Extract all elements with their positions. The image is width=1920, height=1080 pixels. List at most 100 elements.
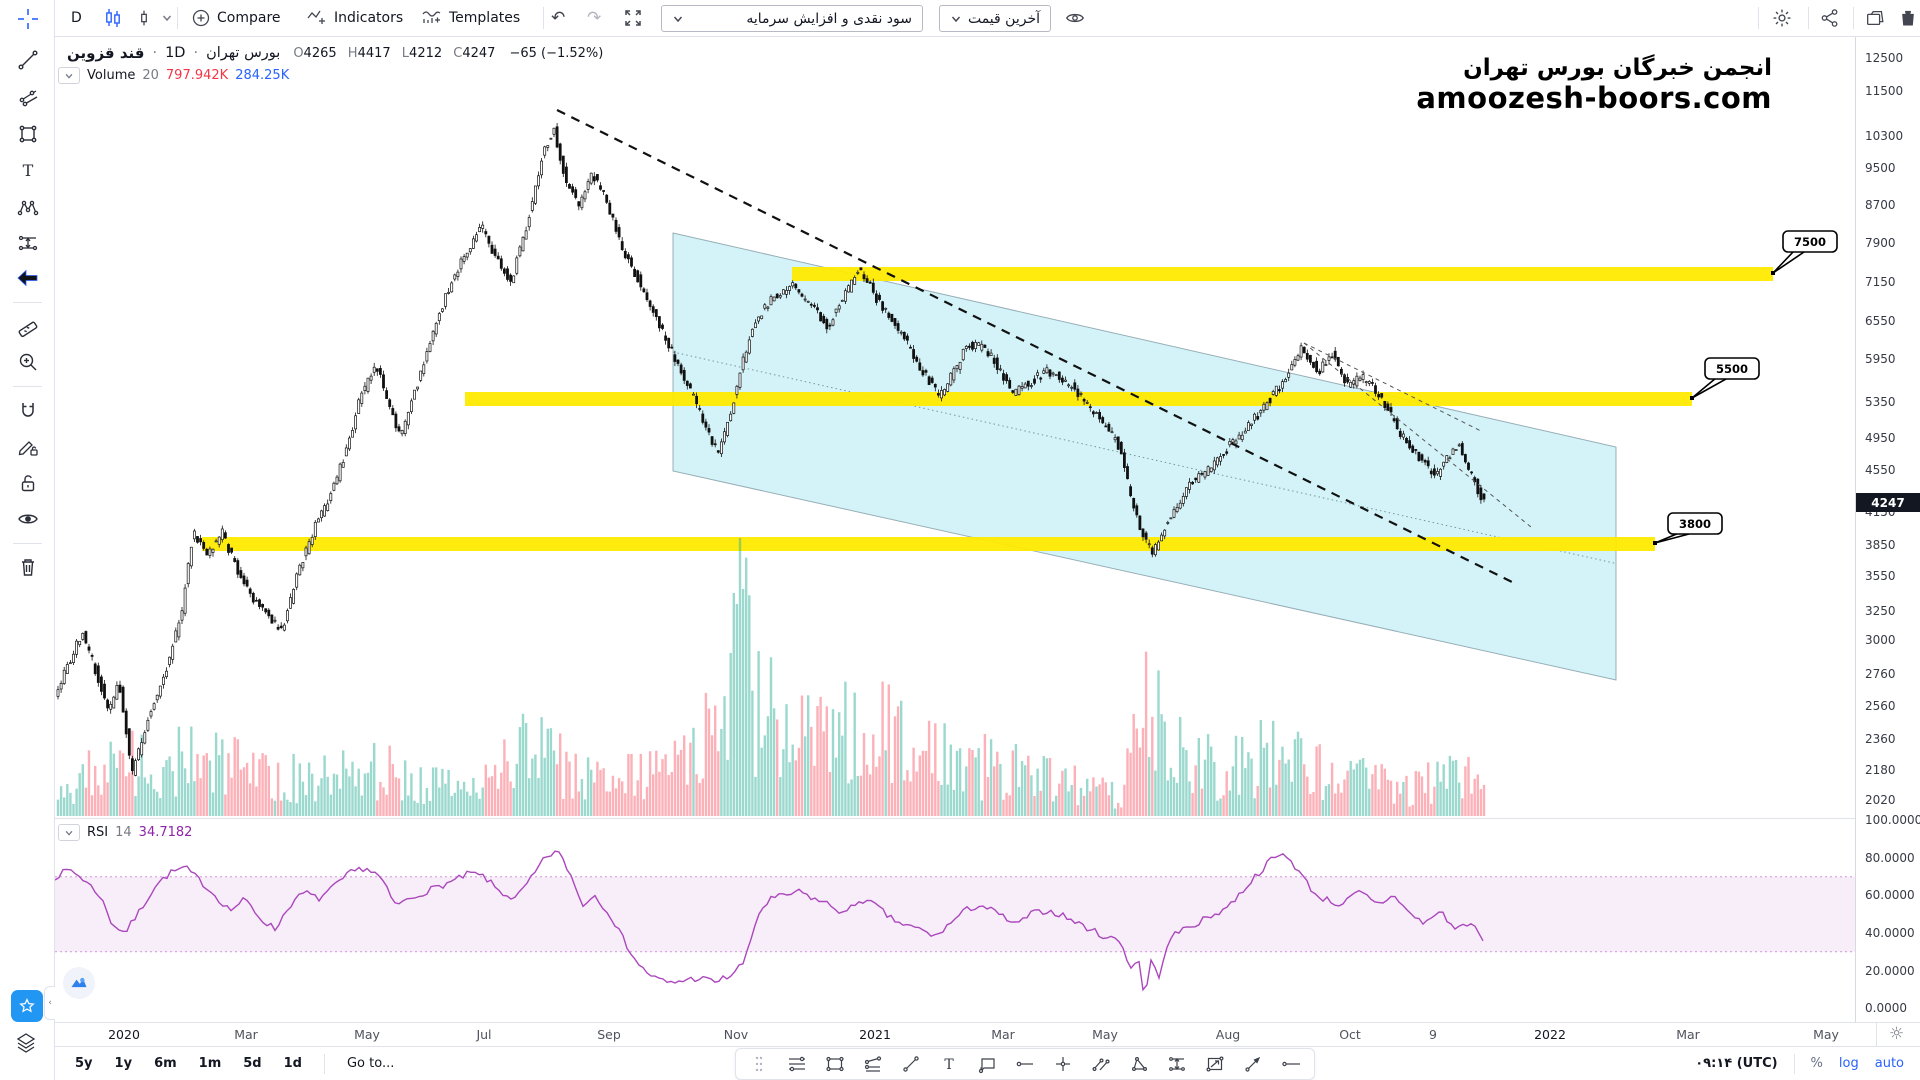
delete-button[interactable] <box>1898 0 1918 36</box>
rsi-length: 14 <box>115 825 132 840</box>
rectangle-tool[interactable] <box>818 1051 852 1077</box>
volume-collapse-button[interactable] <box>58 67 80 84</box>
arrow-marker-tool[interactable] <box>9 261 46 295</box>
drawing-mode-tool[interactable] <box>9 430 46 464</box>
adjustments-dropdown[interactable]: سود نقدی و افزایش سرمایه <box>661 5 923 32</box>
trend-line-tool[interactable] <box>9 43 46 77</box>
platform-logo[interactable] <box>63 967 95 999</box>
text-tool[interactable]: T <box>932 1051 966 1077</box>
range-1d[interactable]: 1d <box>283 1056 302 1071</box>
remove-drawings-tool[interactable] <box>9 550 46 584</box>
svg-text:T: T <box>22 161 33 180</box>
range-6m[interactable]: 6m <box>154 1056 177 1071</box>
shapes-tool[interactable] <box>9 117 46 151</box>
axis-settings: ۰۹:۱۴ (UTC) % log auto <box>1695 1047 1904 1080</box>
zoom-in-tool[interactable] <box>9 345 46 379</box>
star-icon <box>19 998 35 1013</box>
measure-tool[interactable] <box>9 310 46 344</box>
chart-style-button[interactable] <box>101 0 125 36</box>
range-1m[interactable]: 1m <box>198 1056 222 1071</box>
magnet-tool[interactable] <box>9 394 46 428</box>
volume-value: 797.942K <box>165 68 229 83</box>
pane-divider[interactable] <box>0 818 1920 819</box>
level-callout[interactable]: 5500 <box>1690 357 1760 400</box>
text-icon: T <box>944 1057 954 1073</box>
separator-dot: · <box>152 45 158 61</box>
date-price-range-tool[interactable] <box>1198 1051 1232 1077</box>
projection-tool[interactable] <box>9 226 46 260</box>
change-value: −65 (−1.52%) <box>509 45 604 61</box>
level-callout[interactable]: 7500 <box>1771 230 1838 275</box>
price-tick: 8700 <box>1865 198 1896 212</box>
horizontal-ray-tool[interactable] <box>1008 1051 1042 1077</box>
interval-button[interactable]: D <box>63 0 90 36</box>
favorites-button[interactable] <box>11 990 43 1022</box>
gann-fib-tool[interactable] <box>9 80 46 114</box>
range-1y[interactable]: 1y <box>114 1056 133 1071</box>
price-axis[interactable]: 12500 11500 10300 9500 8700 7900 7150 6550 5950 5… <box>1855 37 1920 1022</box>
price-range-tool[interactable] <box>1160 1051 1194 1077</box>
magnifier-plus-icon <box>19 353 36 371</box>
clock[interactable]: ۰۹:۱۴ (UTC) <box>1695 1056 1778 1071</box>
time-tick: 2021 <box>859 1027 891 1042</box>
triangle-icon <box>1131 1056 1148 1072</box>
ray-tool[interactable] <box>1274 1051 1308 1077</box>
price-mode-dropdown[interactable]: آخرین قیمت <box>939 5 1051 32</box>
share-button[interactable] <box>1819 0 1841 36</box>
hide-all-tool[interactable] <box>9 502 46 536</box>
range-5y[interactable]: 5y <box>75 1056 93 1071</box>
rsi-legend[interactable]: RSI 14 34.7182 <box>58 824 192 841</box>
auto-scale-button[interactable]: auto <box>1874 1056 1904 1071</box>
price-tick: 12500 <box>1865 51 1904 65</box>
price-tick: 2360 <box>1865 732 1896 746</box>
settings-button[interactable] <box>1771 0 1793 36</box>
range-5d[interactable]: 5d <box>243 1056 262 1071</box>
parallel-channel-icon <box>864 1056 882 1072</box>
trend-line-tool[interactable] <box>894 1051 928 1077</box>
redo-button[interactable]: ↷ <box>587 0 601 36</box>
theme-toggle[interactable]: ☼ <box>1876 1022 1916 1046</box>
callout-tool[interactable] <box>970 1051 1004 1077</box>
cross-line-tool[interactable] <box>1046 1051 1080 1077</box>
collapse-panel-tab[interactable]: ‹ <box>44 986 55 1020</box>
pattern-tool[interactable] <box>9 191 46 225</box>
collapse-icon: ‹ <box>48 998 52 1008</box>
percent-scale-button[interactable]: % <box>1810 1056 1823 1071</box>
log-scale-button[interactable]: log <box>1838 1056 1859 1071</box>
eye-icon <box>1066 13 1084 23</box>
symbol-legend[interactable]: قند قزوین · 1D · بورس تهران O4265 H4417 … <box>67 44 603 62</box>
watermark: انجمن خبرگان بورس تهران amoozesh-boors.c… <box>1416 55 1772 115</box>
lock-all-tool[interactable] <box>9 466 46 500</box>
fullscreen-button[interactable] <box>623 0 643 36</box>
price-range-icon <box>1169 1057 1185 1071</box>
trend-angle-tool[interactable] <box>1084 1051 1118 1077</box>
chevron-down-icon <box>65 830 73 836</box>
level-callout[interactable]: 3800 <box>1653 512 1723 545</box>
candle-small-icon <box>141 10 147 26</box>
volume-legend[interactable]: Volume 20 797.942K 284.25K <box>58 67 289 84</box>
rsi-collapse-button[interactable] <box>58 824 80 841</box>
secondary-style-button[interactable] <box>133 0 173 36</box>
goto-button[interactable]: Go to... <box>346 1056 395 1071</box>
templates-button[interactable]: Templates <box>413 0 528 36</box>
indicators-button[interactable]: Indicators <box>298 0 411 36</box>
text-tool[interactable]: T <box>9 154 46 188</box>
undo-button[interactable]: ↶ <box>551 0 565 36</box>
visibility-button[interactable] <box>1063 0 1087 36</box>
palette-drag-handle[interactable] <box>742 1051 776 1077</box>
parallel-channel-tool[interactable] <box>856 1051 890 1077</box>
crosshair-tool[interactable] <box>9 2 46 36</box>
time-tick: May <box>1092 1027 1118 1042</box>
price-tick: 2180 <box>1865 763 1896 777</box>
price-tick: 2020 <box>1865 793 1896 807</box>
time-axis[interactable]: 2020 Mar May Jul Sep Nov 2021 Mar May Aug Oct 9 2022… <box>0 1022 1920 1046</box>
object-tree-button[interactable] <box>13 1030 39 1056</box>
triangle-tool[interactable] <box>1122 1051 1156 1077</box>
compare-button[interactable]: Compare <box>183 0 289 36</box>
parallel-lines-tool[interactable] <box>780 1051 814 1077</box>
snapshot-button[interactable] <box>1863 0 1887 36</box>
svg-text:T: T <box>944 1057 954 1073</box>
arrow-tool[interactable] <box>1236 1051 1270 1077</box>
